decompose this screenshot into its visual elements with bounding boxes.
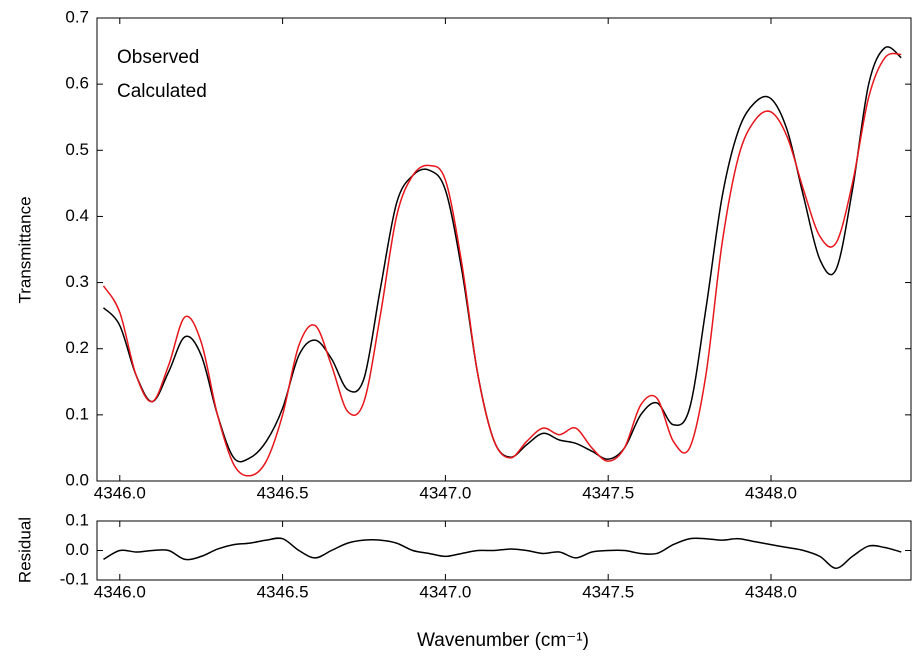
- legend-entry: Calculated: [117, 81, 207, 102]
- x-tick-label: 4346.5: [257, 582, 309, 601]
- legend-entry: Observed: [117, 47, 199, 68]
- y-tick-label: 0.0: [65, 540, 89, 559]
- y-tick-label: -0.1: [60, 569, 89, 588]
- x-tick-label: 4346.0: [94, 483, 146, 502]
- y-axis-label: Transmittance: [15, 196, 34, 303]
- y-tick-label: 0.6: [65, 74, 89, 93]
- x-axis-label: Wavenumber (cm⁻¹): [417, 630, 589, 651]
- y-axis-label: Residual: [15, 517, 34, 583]
- x-tick-label: 4347.0: [419, 582, 471, 601]
- x-tick-label: 4346.0: [94, 582, 146, 601]
- x-tick-label: 4347.5: [582, 582, 634, 601]
- x-tick-label: 4346.5: [257, 483, 309, 502]
- data-line: [102, 52, 902, 477]
- y-tick-label: 0.7: [65, 7, 89, 26]
- data-line: [102, 46, 902, 463]
- data-line: [103, 537, 902, 569]
- y-tick-label: 0.5: [65, 140, 89, 159]
- y-tick-label: 0.0: [65, 470, 89, 489]
- y-tick-label: 0.2: [65, 338, 89, 357]
- y-tick-label: 0.1: [65, 404, 89, 423]
- x-tick-label: 4347.0: [419, 483, 471, 502]
- x-tick-label: 4348.0: [745, 582, 797, 601]
- x-tick-label: 4348.0: [745, 483, 797, 502]
- x-tick-label: 4347.5: [582, 483, 634, 502]
- plot-frame: [96, 520, 912, 581]
- y-tick-label: 0.4: [65, 206, 89, 225]
- y-tick-label: 0.3: [65, 272, 89, 291]
- y-tick-label: 0.1: [65, 510, 89, 529]
- plot-frame: [96, 17, 912, 482]
